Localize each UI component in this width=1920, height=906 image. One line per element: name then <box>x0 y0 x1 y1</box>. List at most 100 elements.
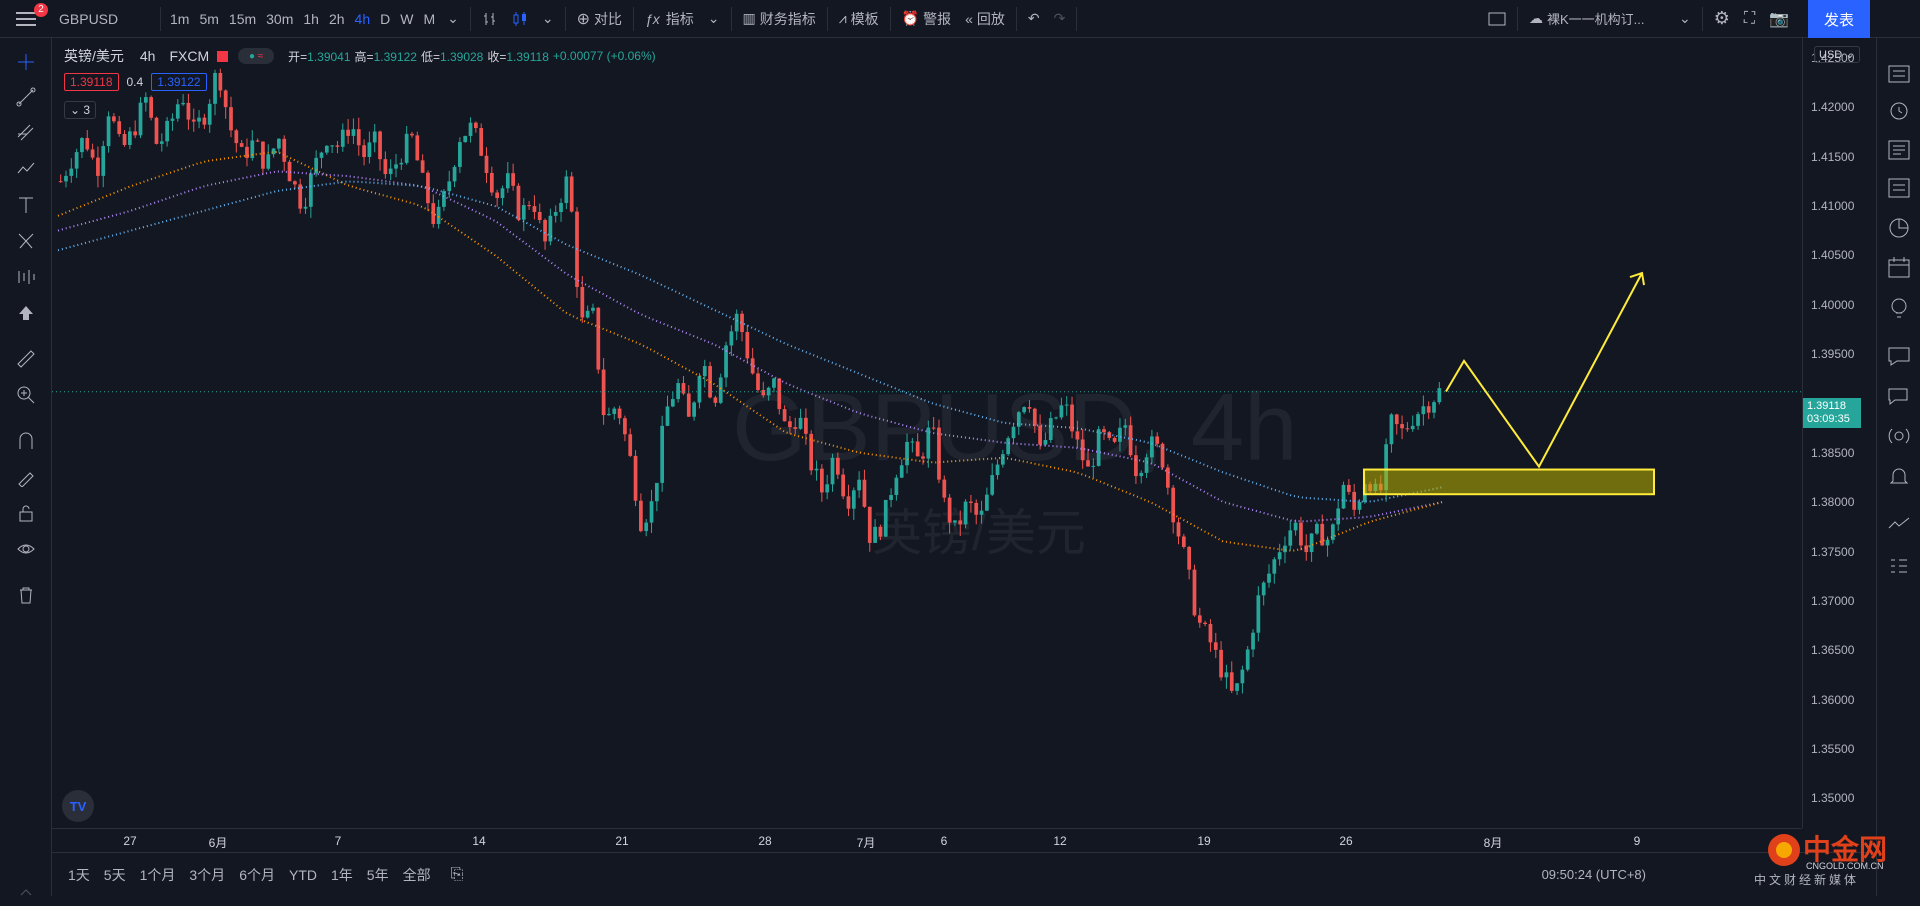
interval-2h[interactable]: 2h <box>328 10 345 27</box>
fullscreen-icon[interactable]: ⛶ <box>1743 9 1756 27</box>
redo-icon[interactable]: ↷ <box>1053 10 1066 26</box>
layout-select-icon[interactable] <box>1481 0 1513 38</box>
interval-15m[interactable]: 15m <box>228 10 257 27</box>
chevron-up-icon[interactable] <box>12 878 40 906</box>
layout-name-button[interactable]: ☁ 裸K一一机构订... <box>1522 0 1672 38</box>
trend-line-icon[interactable] <box>12 83 40 111</box>
layout-dropdown-icon[interactable]: ⌄ <box>1679 10 1691 26</box>
tradingview-logo[interactable]: TV <box>62 790 94 822</box>
chats-icon[interactable] <box>1885 382 1913 410</box>
candle-body <box>1091 465 1096 467</box>
undo-icon[interactable]: ↶ <box>1027 10 1040 26</box>
calendar-icon[interactable] <box>1885 254 1913 282</box>
draw-lock-icon[interactable] <box>12 463 40 491</box>
data-window-icon[interactable] <box>1885 174 1913 202</box>
candle-body <box>335 145 340 147</box>
node-pattern-icon[interactable] <box>12 227 40 255</box>
range-2[interactable]: 1个月 <box>139 866 176 883</box>
streams-icon[interactable] <box>1885 422 1913 450</box>
candle-body <box>175 104 180 119</box>
price-chart[interactable] <box>52 38 1802 828</box>
candle-body <box>1213 642 1218 650</box>
range-4[interactable]: 6个月 <box>239 866 275 883</box>
candle-body <box>1118 427 1122 442</box>
lock-icon[interactable] <box>12 499 40 527</box>
interval-dropdown-icon[interactable]: ⌄ <box>447 10 459 26</box>
price-axis[interactable]: 1.42500 1.42000 1.41500 1.41000 1.40500 1.400… <box>1802 38 1876 828</box>
candle-body <box>793 427 798 429</box>
candle-body <box>910 441 915 443</box>
indicators-dropdown-icon[interactable]: ⌄ <box>707 10 720 26</box>
pitchfork-icon[interactable] <box>12 119 40 147</box>
compare-label: 对比 <box>594 10 622 27</box>
symbol-name[interactable]: 英镑/美元 <box>64 48 124 64</box>
main-menu-button[interactable]: 2 <box>0 0 52 38</box>
bar-style-icon[interactable] <box>475 0 505 38</box>
go-to-date-icon[interactable]: ⎘ <box>450 865 464 883</box>
news-icon[interactable] <box>1885 136 1913 164</box>
alarm-clock-icon[interactable] <box>1885 96 1913 124</box>
interval-m[interactable]: M <box>423 10 436 27</box>
candle-body <box>426 172 430 204</box>
watchlist-icon[interactable] <box>1885 60 1913 88</box>
ruler-icon[interactable] <box>12 345 40 373</box>
chart-type-dropdown-icon[interactable]: ⌄ <box>541 10 554 26</box>
sell-price-button[interactable]: 1.39118 <box>64 73 119 91</box>
indicators-collapse-button[interactable]: ⌄ 3 <box>64 101 97 119</box>
forecast-icon[interactable] <box>12 263 40 291</box>
interval-d[interactable]: D <box>380 10 391 27</box>
notifications-bell-icon[interactable] <box>1885 462 1913 490</box>
interval-1m[interactable]: 1m <box>170 10 190 27</box>
candle-body <box>362 145 366 158</box>
eye-icon[interactable] <box>12 535 40 563</box>
compare-button[interactable]: ⊕ 对比 <box>570 0 629 38</box>
order-panel-icon[interactable] <box>1885 510 1913 538</box>
financials-button[interactable]: ▥ 财务指标 <box>736 0 823 38</box>
magnet-icon[interactable] <box>12 427 40 455</box>
symbol-search-button[interactable]: GBPUSD <box>59 10 119 27</box>
range-8[interactable]: 全部 <box>402 866 431 883</box>
crosshair-icon[interactable] <box>12 48 40 76</box>
replay-button[interactable]: « 回放 <box>958 0 1012 38</box>
alert-button[interactable]: ⏰ 警报 <box>895 0 958 38</box>
interval-5m[interactable]: 5m <box>199 10 219 27</box>
hotlist-icon[interactable] <box>1885 214 1913 242</box>
zoom-in-icon[interactable] <box>12 381 40 409</box>
range-5[interactable]: YTD <box>288 866 317 883</box>
candle-body <box>937 427 941 480</box>
range-6[interactable]: 1年 <box>330 866 353 883</box>
interval-4h[interactable]: 4h <box>354 10 371 27</box>
publish-button[interactable]: 发表 <box>1808 0 1870 38</box>
indicators-button[interactable]: ƒx 指标 <box>638 0 701 38</box>
chat-icon[interactable] <box>1885 342 1913 370</box>
interval-w[interactable]: W <box>400 10 414 27</box>
price-tick: 1.39500 <box>1811 347 1855 361</box>
utc-clock[interactable]: 09:50:24 (UTC+8) <box>1541 867 1646 882</box>
dom-icon[interactable] <box>1885 552 1913 580</box>
candle-body <box>596 307 601 370</box>
pattern-icon[interactable] <box>12 155 40 183</box>
camera-icon[interactable]: 📷 <box>1769 10 1789 28</box>
range-1[interactable]: 5天 <box>103 866 126 883</box>
idea-lightbulb-icon[interactable] <box>1885 294 1913 322</box>
market-status-icon[interactable]: ● ≈ <box>238 48 275 64</box>
arrow-up-icon[interactable] <box>12 299 40 327</box>
candle-body <box>772 378 776 388</box>
candle-style-icon[interactable] <box>505 0 535 38</box>
candle-body <box>1389 414 1394 445</box>
trash-icon[interactable] <box>12 581 40 609</box>
candle-body <box>1357 502 1362 510</box>
currency-button[interactable]: USD ⌄ <box>1814 46 1860 63</box>
templates-button[interactable]: ⩘ 模板 <box>832 0 886 38</box>
range-0[interactable]: 1天 <box>68 866 90 883</box>
time-axis[interactable]: 27 6月 7 14 21 28 7月 6 12 19 26 8月 9 <box>52 828 1802 852</box>
interval-30m[interactable]: 30m <box>266 10 294 27</box>
buy-price-button[interactable]: 1.39122 <box>151 73 207 91</box>
settings-gear-icon[interactable]: ⚙ <box>1713 8 1730 28</box>
range-7[interactable]: 5年 <box>366 866 389 883</box>
chart-pane[interactable]: GBPUSD, 4h 英镑/美元 <box>52 38 1802 828</box>
interval-1h[interactable]: 1h <box>303 10 319 27</box>
projection-path <box>1445 272 1643 469</box>
range-3[interactable]: 3个月 <box>189 866 226 883</box>
text-tool-icon[interactable] <box>12 191 40 219</box>
